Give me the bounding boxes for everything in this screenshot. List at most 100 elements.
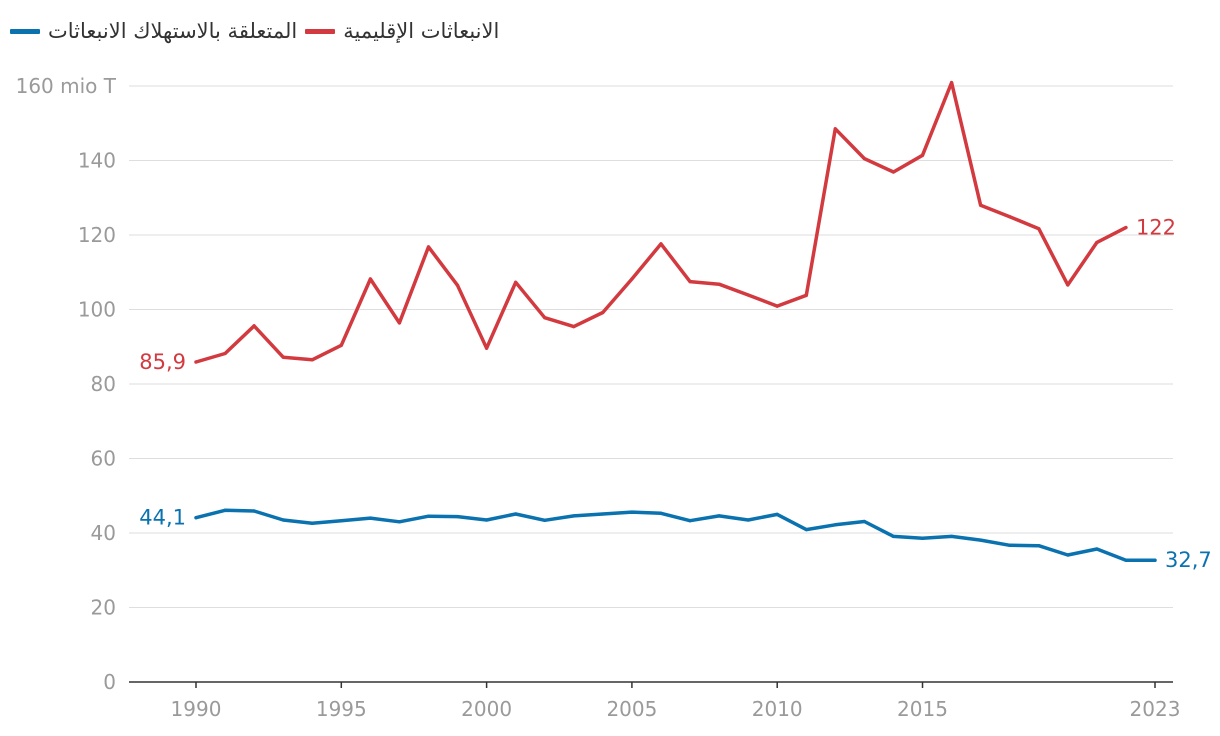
data-point-consumption-2003	[572, 514, 576, 518]
data-point-territorial-1990	[194, 360, 198, 364]
data-point-territorial-2022	[1124, 225, 1128, 230]
data-point-consumption-2006	[659, 511, 663, 515]
data-point-territorial-2009	[746, 293, 750, 297]
y-tick-label-40: 40	[91, 521, 116, 545]
data-point-territorial-2011	[804, 293, 808, 297]
data-point-territorial-2013	[862, 157, 866, 161]
data-point-consumption-1991	[223, 508, 227, 512]
data-point-consumption-2020	[1066, 553, 1070, 557]
legend-item-consumption: المتعلقة بالاستهلاك الانبعاثات	[10, 19, 297, 43]
data-point-consumption-2002	[543, 518, 547, 522]
data-point-territorial-1998	[426, 245, 431, 249]
data-point-consumption-1999	[455, 515, 460, 519]
data-point-territorial-2020	[1066, 283, 1070, 287]
data-point-territorial-2007	[688, 279, 692, 284]
legend-item-territorial: الانبعاثات الإقليمية	[305, 19, 499, 43]
data-point-consumption-1994	[310, 521, 314, 525]
data-point-territorial-2012	[833, 127, 837, 131]
y-tick-label-140: 140	[78, 149, 116, 173]
x-tick-label-2010: 2010	[752, 697, 803, 721]
series-line-territorial	[194, 80, 1128, 364]
data-point-territorial-1995	[339, 343, 343, 347]
data-point-territorial-1996	[368, 277, 372, 281]
data-point-consumption-1990	[194, 516, 198, 520]
data-point-consumption-2008	[717, 514, 721, 518]
data-point-territorial-1991	[223, 351, 227, 356]
x-tick-label-2015: 2015	[897, 697, 948, 721]
data-point-territorial-2017	[979, 203, 983, 207]
data-point-consumption-2013	[862, 519, 866, 524]
data-point-territorial-2014	[891, 170, 896, 174]
data-point-consumption-2010	[775, 512, 779, 516]
x-tick-label-2023: 2023	[1130, 697, 1181, 721]
data-point-consumption-1995	[339, 519, 343, 523]
series-lines	[194, 80, 1157, 562]
legend-swatch-territorial	[305, 28, 336, 34]
data-point-territorial-2016	[949, 81, 954, 85]
data-point-territorial-2010	[775, 304, 779, 308]
data-point-territorial-2000	[485, 346, 489, 350]
data-point-consumption-2018	[1008, 543, 1012, 547]
y-tick-label-0: 0	[103, 670, 116, 694]
end-value-label-territorial: 122	[1136, 216, 1176, 240]
data-point-territorial-2019	[1037, 227, 1041, 231]
data-point-territorial-1992	[252, 324, 256, 328]
start-value-label-territorial: 85,9	[139, 350, 186, 374]
end-value-label-consumption: 32,7	[1165, 548, 1212, 572]
data-point-consumption-1993	[281, 518, 285, 522]
data-point-consumption-2016	[949, 534, 954, 538]
data-point-consumption-2023	[1153, 558, 1157, 562]
x-tick-label-1995: 1995	[316, 697, 367, 721]
y-tick-label-80: 80	[91, 372, 116, 396]
data-point-consumption-2019	[1037, 544, 1041, 548]
y-tick-label-20: 20	[91, 596, 116, 620]
series-value-labels: 85,9 122 44,1 32,7	[139, 216, 1212, 573]
data-point-consumption-1998	[426, 514, 431, 518]
data-point-territorial-2006	[659, 242, 663, 246]
y-tick-label-100: 100	[78, 298, 116, 322]
data-point-consumption-2012	[833, 523, 837, 527]
data-point-consumption-1996	[368, 516, 372, 520]
legend: المتعلقة بالاستهلاك الانبعاثات الانبعاثا…	[10, 14, 499, 48]
data-point-consumption-2009	[746, 518, 750, 522]
data-point-territorial-2008	[717, 282, 721, 286]
data-point-consumption-2004	[601, 512, 605, 516]
data-point-consumption-2007	[688, 519, 692, 523]
data-point-territorial-2003	[572, 325, 576, 329]
data-point-territorial-2015	[920, 153, 925, 157]
x-tick-label-1990: 1990	[171, 697, 222, 721]
data-point-territorial-1993	[281, 355, 285, 359]
data-point-consumption-2000	[485, 518, 489, 522]
data-point-territorial-2002	[543, 316, 547, 320]
data-point-consumption-1997	[397, 520, 402, 524]
data-point-consumption-2001	[514, 512, 518, 516]
data-point-territorial-2001	[514, 280, 518, 284]
data-point-consumption-1992	[252, 509, 256, 513]
gridlines	[129, 85, 1173, 683]
legend-label-territorial: الانبعاثات الإقليمية	[343, 19, 500, 43]
x-tick-label-2005: 2005	[606, 697, 657, 721]
legend-swatch-consumption	[10, 28, 40, 34]
data-point-territorial-1997	[397, 321, 402, 325]
data-point-territorial-1994	[310, 358, 314, 362]
x-axis: 1990 1995 2000 2005 2010 2015 2023	[171, 682, 1181, 721]
x-tick-label-2000: 2000	[461, 697, 512, 721]
data-point-consumption-2017	[979, 538, 983, 542]
y-tick-label-160: 160 mio T	[16, 74, 117, 98]
data-point-consumption-2015	[920, 536, 925, 540]
y-tick-label-120: 120	[78, 223, 116, 247]
y-tick-label-60: 60	[91, 447, 116, 471]
legend-label-consumption: المتعلقة بالاستهلاك الانبعاثات	[48, 19, 298, 43]
data-point-territorial-2021	[1095, 240, 1099, 245]
data-point-consumption-2014	[891, 534, 896, 538]
data-point-territorial-2004	[601, 310, 605, 315]
data-point-territorial-1999	[455, 283, 460, 287]
data-point-consumption-2021	[1095, 547, 1099, 551]
data-point-consumption-2022	[1124, 558, 1128, 562]
data-point-consumption-2011	[804, 528, 808, 532]
data-point-territorial-2005	[630, 277, 634, 281]
data-point-consumption-2005	[630, 510, 634, 514]
series-line-consumption	[194, 508, 1157, 562]
start-value-label-consumption: 44,1	[139, 506, 186, 530]
